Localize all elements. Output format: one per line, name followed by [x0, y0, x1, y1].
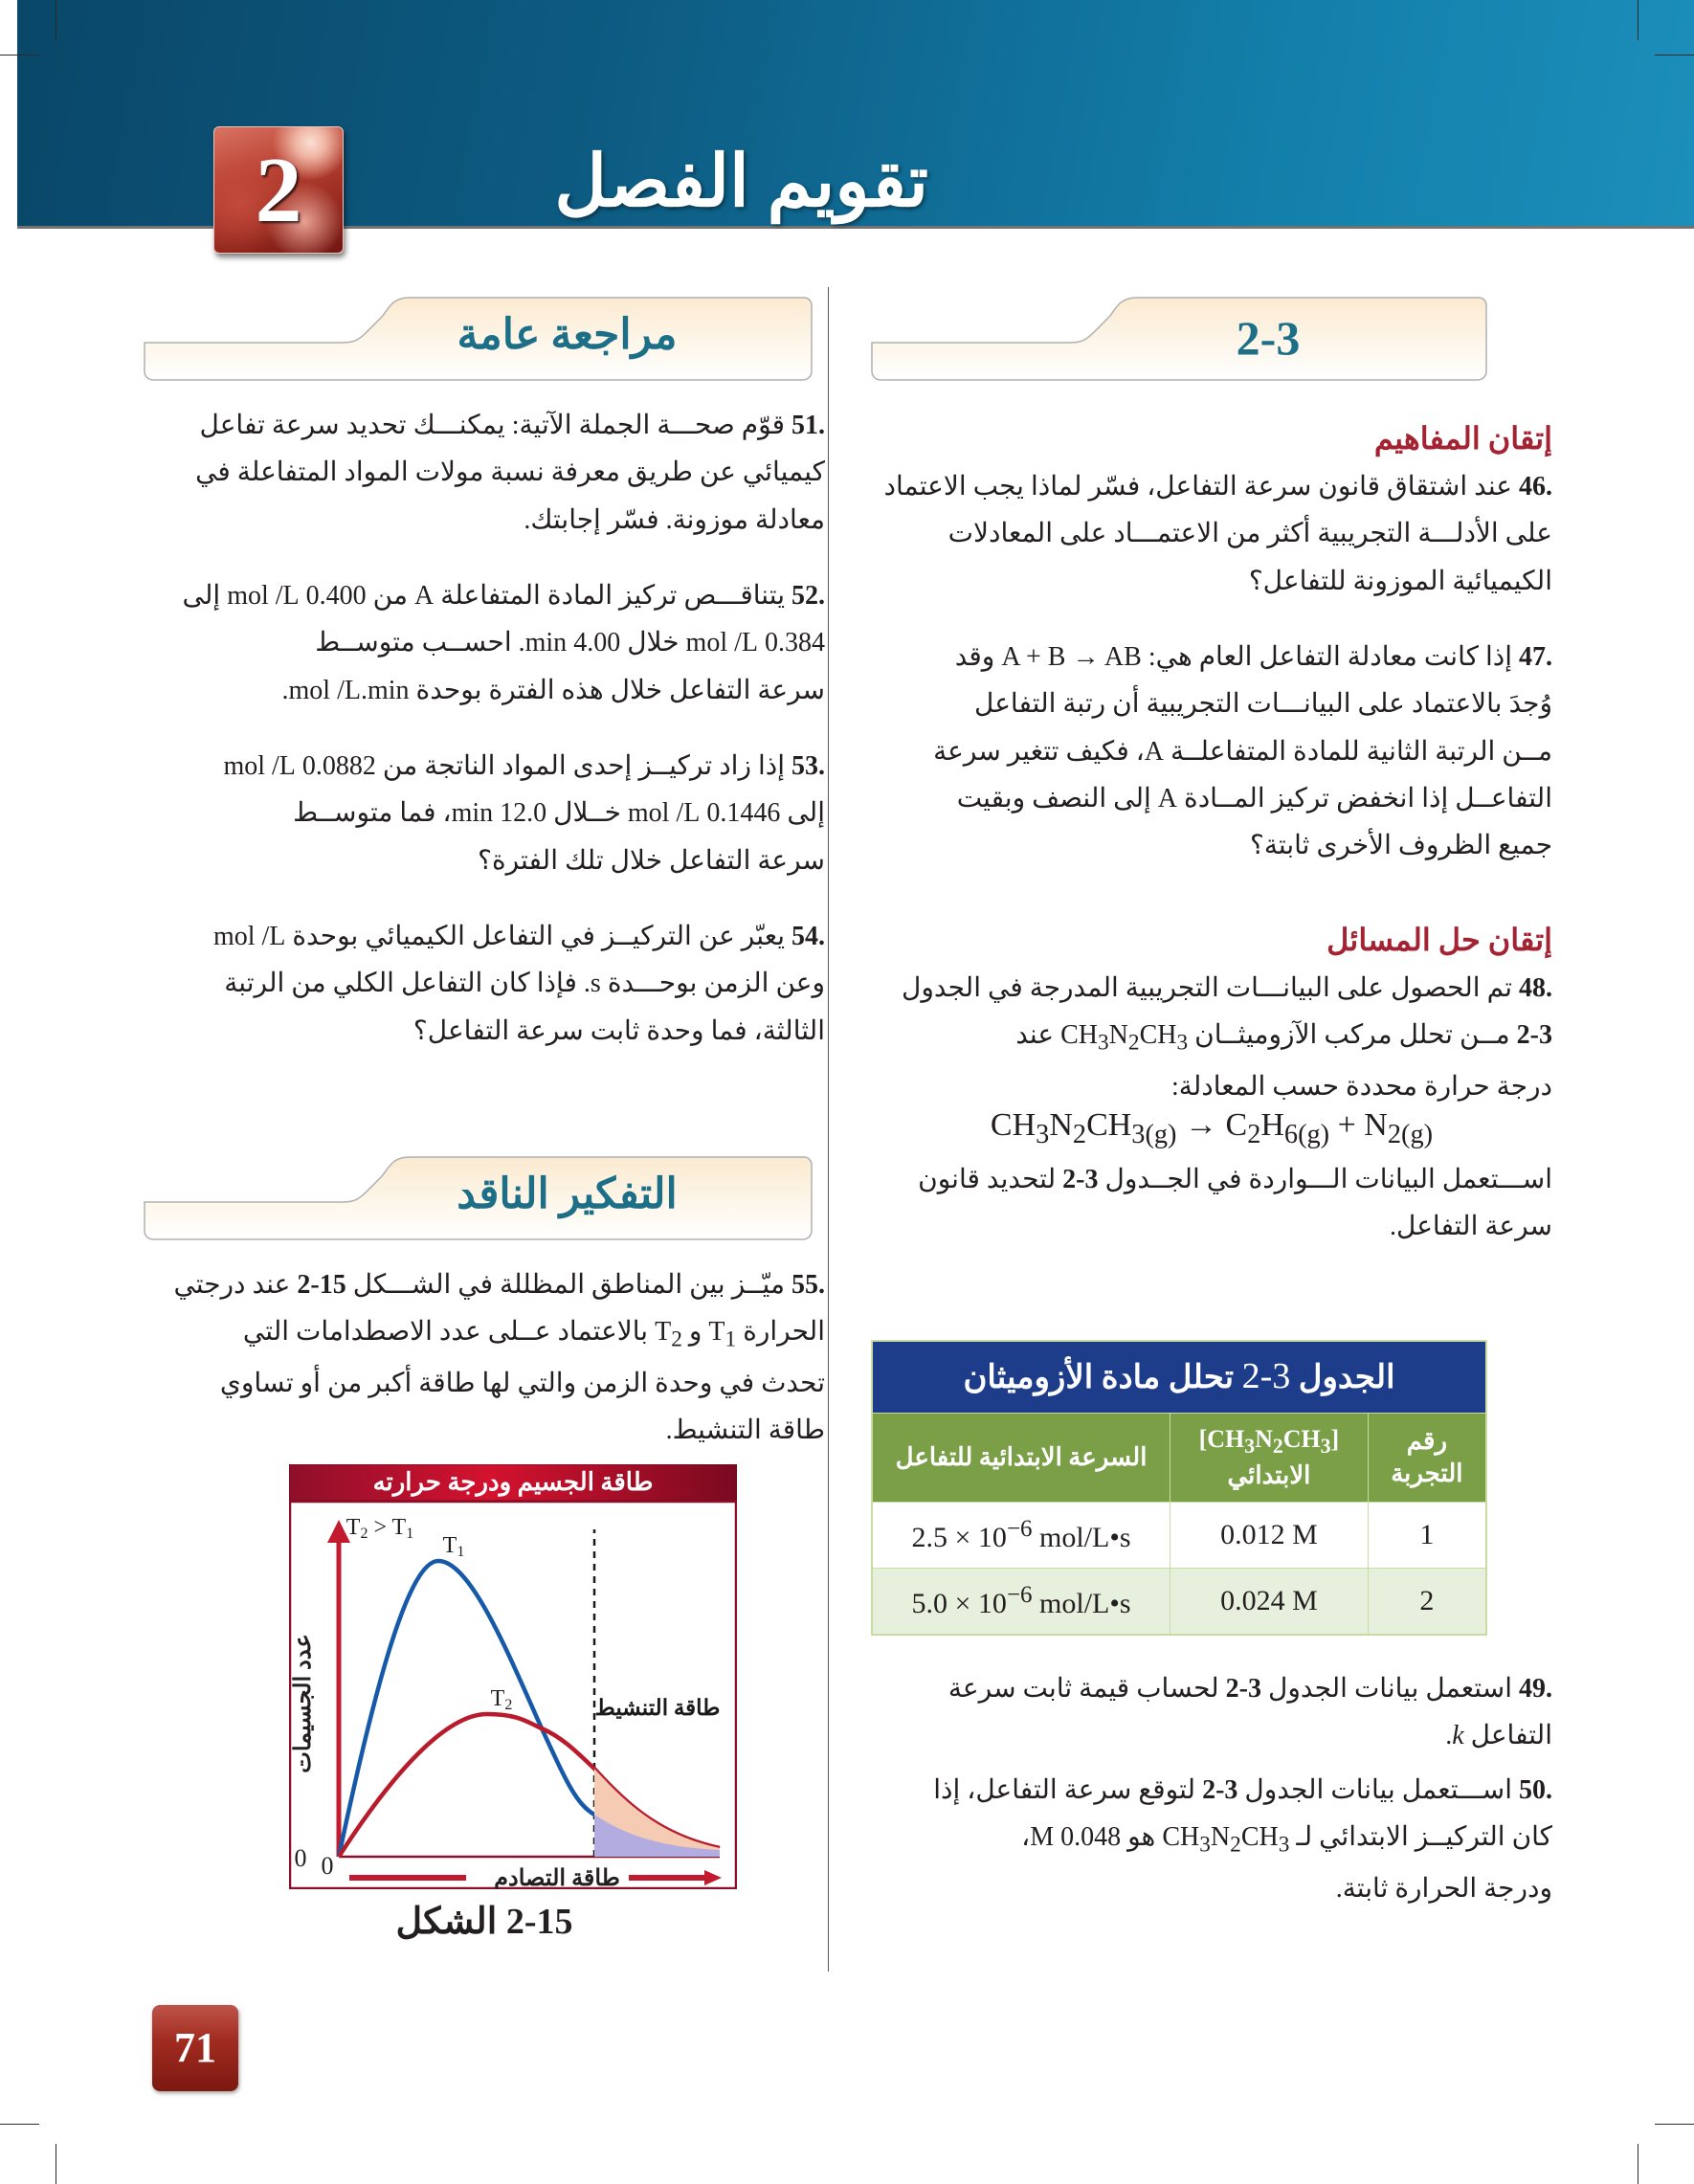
- svg-text:T2 > T1: T2 > T1: [346, 1515, 413, 1542]
- svg-text:0: 0: [295, 1844, 307, 1872]
- svg-text:طاقة التصادم: طاقة التصادم: [494, 1866, 620, 1889]
- svg-text:طاقة التنشيط: طاقة التنشيط: [595, 1696, 721, 1720]
- svg-text:طاقة الجسيم ودرجة حرارته: طاقة الجسيم ودرجة حرارته: [373, 1468, 654, 1497]
- svg-text:0: 0: [322, 1852, 334, 1880]
- svg-text:عدد الجسيمات: عدد الجسيمات: [291, 1634, 316, 1773]
